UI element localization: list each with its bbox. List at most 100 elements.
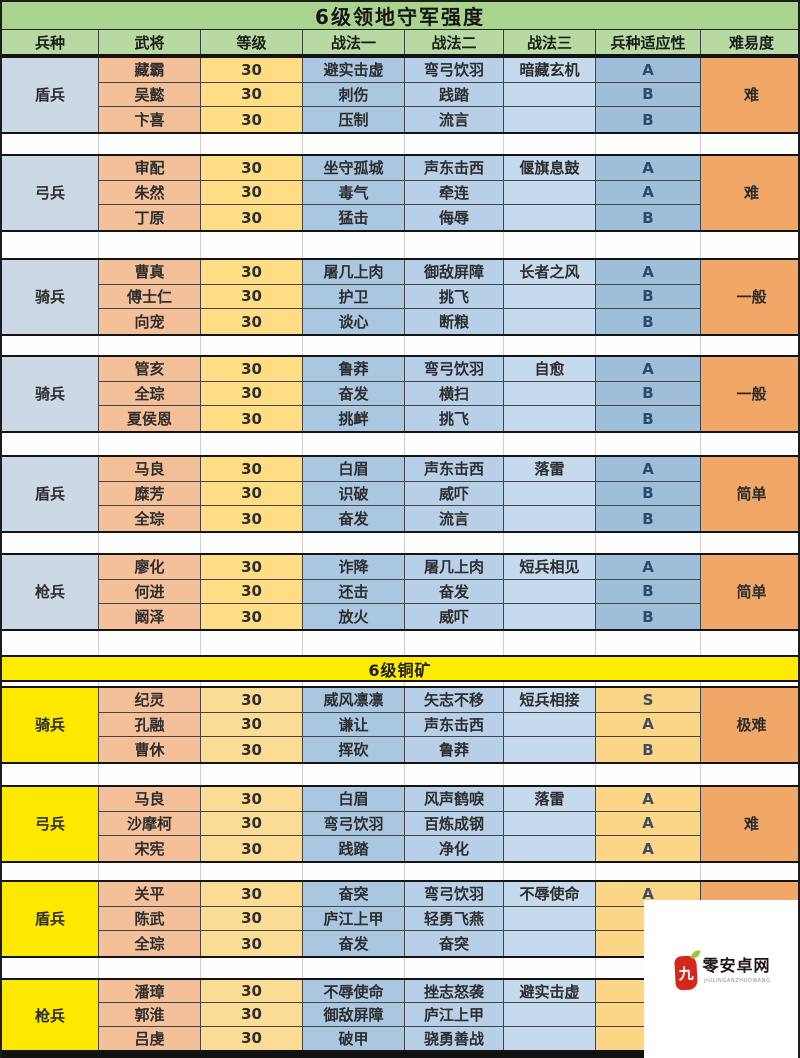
- separator-column-line: [405, 433, 504, 455]
- tactic2-cell: 弯弓饮羽: [405, 882, 504, 907]
- difficulty-cell: 难: [701, 58, 798, 132]
- tactic3-cell: [504, 481, 596, 507]
- general-cell: 阚泽: [99, 604, 201, 629]
- tactic1-cell: 奋发: [303, 381, 405, 407]
- separator-column-line: [596, 134, 701, 154]
- troop-type-cell: 枪兵: [2, 980, 99, 1050]
- tactic3-cell: [504, 836, 596, 861]
- tactic2-cell: 鲁莽: [405, 737, 504, 762]
- separator-column-line: [99, 764, 201, 785]
- tactic2-cell: 庐江上甲: [405, 1003, 504, 1027]
- column-header-tactic3: 战法三: [504, 30, 596, 54]
- site-name: 零安卓网: [702, 956, 771, 975]
- tactic2-cell: 声东击西: [405, 712, 504, 738]
- separator-column-line: [99, 863, 201, 880]
- column-header-tactic2: 战法二: [405, 30, 504, 54]
- separator-column-line: [99, 134, 201, 154]
- separator-column-line: [596, 232, 701, 258]
- general-cell: 全琮: [99, 506, 201, 531]
- separator-column-line: [701, 863, 798, 880]
- separator-column-line: [504, 336, 596, 355]
- level-cell: 30: [201, 604, 303, 629]
- tactic2-cell: 风声鹤唳: [405, 787, 504, 812]
- tactic1-cell: 毒气: [303, 180, 405, 206]
- separator-column-line: [596, 336, 701, 355]
- adaptability-cell: B: [596, 284, 701, 310]
- general-cell: 孔融: [99, 712, 201, 738]
- separator-column-line: [201, 232, 303, 258]
- tactic1-cell: 挥砍: [303, 737, 405, 762]
- general-cell: 沙摩柯: [99, 811, 201, 837]
- separator-column-line: [504, 533, 596, 553]
- level-cell: 30: [201, 836, 303, 861]
- tactic3-cell: [504, 1026, 596, 1050]
- separator-column-line: [405, 134, 504, 154]
- separator-column-line: [405, 533, 504, 553]
- separator-column-line: [2, 336, 99, 355]
- general-cell: 傅士仁: [99, 284, 201, 310]
- tactic2-cell: 横扫: [405, 381, 504, 407]
- separator-column-line: [405, 764, 504, 785]
- level-cell: 30: [201, 156, 303, 181]
- separator-column-line: [596, 764, 701, 785]
- general-cell: 马良: [99, 457, 201, 482]
- level-cell: 30: [201, 284, 303, 310]
- logo-leaf-icon: [690, 948, 702, 961]
- column-header-level: 等级: [201, 30, 303, 54]
- row-separator: [2, 134, 798, 154]
- tactic3-cell: 落雷: [504, 457, 596, 482]
- separator-column-line: [701, 134, 798, 154]
- troop-group: 骑兵 纪灵 30 威风凛凛 矢志不移 短兵相接 S 孔融 30 谦让 声东击西 A 曹休 30 挥砍 鲁莽 B 极…: [2, 686, 798, 764]
- difficulty-cell: 极难: [701, 688, 798, 762]
- separator-column-line: [99, 958, 201, 978]
- tactic2-cell: 百炼成钢: [405, 811, 504, 837]
- tactic3-cell: [504, 506, 596, 531]
- general-cell: 管亥: [99, 357, 201, 382]
- level-cell: 30: [201, 180, 303, 206]
- tactic1-cell: 御敌屏障: [303, 1003, 405, 1027]
- general-cell: 廖化: [99, 555, 201, 580]
- separator-column-line: [2, 232, 99, 258]
- adaptability-cell: B: [596, 205, 701, 230]
- tactic3-cell: [504, 180, 596, 206]
- column-header-troop-type: 兵种: [2, 30, 99, 54]
- tactic1-cell: 猛击: [303, 205, 405, 230]
- separator-column-line: [99, 682, 201, 686]
- general-cell: 全琮: [99, 381, 201, 407]
- general-cell: 关平: [99, 882, 201, 907]
- troop-group: 枪兵 廖化 30 诈降 屠几上肉 短兵相见 A 何进 30 还击 奋发 B 阚泽 30 放火 威吓 B 简单: [2, 553, 798, 631]
- level-cell: 30: [201, 980, 303, 1004]
- tactic2-cell: 流言: [405, 506, 504, 531]
- difficulty-cell: 难: [701, 787, 798, 861]
- tactic2-cell: 牵连: [405, 180, 504, 206]
- separator-column-line: [701, 533, 798, 553]
- tactic1-cell: 还击: [303, 579, 405, 605]
- tactic1-cell: 压制: [303, 107, 405, 132]
- tactic3-cell: [504, 82, 596, 108]
- tactic1-cell: 弯弓饮羽: [303, 811, 405, 837]
- tactic3-cell: [504, 737, 596, 762]
- separator-column-line: [201, 533, 303, 553]
- level-cell: 30: [201, 481, 303, 507]
- tactic2-cell: 流言: [405, 107, 504, 132]
- row-separator: [2, 682, 798, 686]
- tactic3-cell: [504, 205, 596, 230]
- tactic3-cell: [504, 604, 596, 629]
- tactic1-cell: 挑衅: [303, 406, 405, 431]
- adaptability-cell: B: [596, 107, 701, 132]
- level-cell: 30: [201, 811, 303, 837]
- separator-column-line: [201, 958, 303, 978]
- tactic2-cell: 断粮: [405, 309, 504, 334]
- separator-column-line: [201, 134, 303, 154]
- general-cell: 郭淮: [99, 1003, 201, 1027]
- tactic3-cell: [504, 811, 596, 837]
- tactic2-cell: 挫志怒袭: [405, 980, 504, 1004]
- tactic2-cell: 声东击西: [405, 457, 504, 482]
- level-cell: 30: [201, 82, 303, 108]
- troop-type-cell: 骑兵: [2, 260, 99, 334]
- difficulty-cell: 一般: [701, 260, 798, 334]
- tactic2-cell: 骁勇善战: [405, 1026, 504, 1050]
- level-cell: 30: [201, 882, 303, 907]
- general-cell: 朱然: [99, 180, 201, 206]
- tactic2-cell: 弯弓饮羽: [405, 357, 504, 382]
